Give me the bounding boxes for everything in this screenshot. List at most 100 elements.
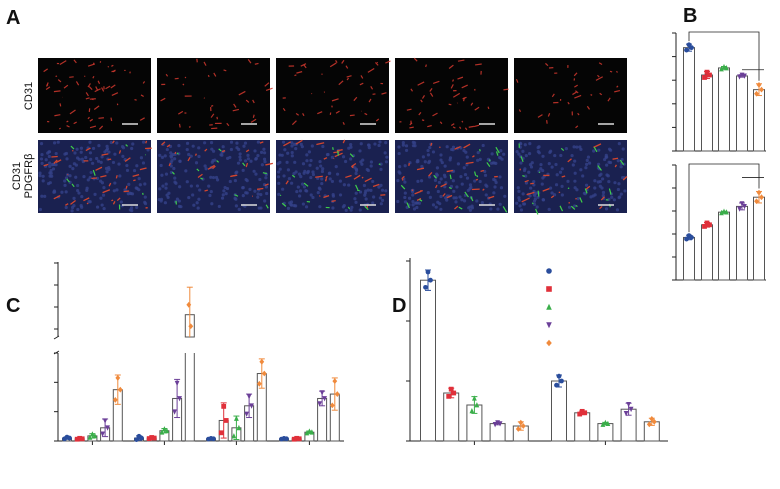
nucleus-signal bbox=[241, 194, 245, 198]
vessel-signal bbox=[70, 200, 76, 205]
nucleus-signal bbox=[456, 162, 461, 166]
vessel-signal bbox=[368, 98, 372, 103]
vessel-signal bbox=[521, 197, 530, 203]
nucleus-signal bbox=[277, 170, 281, 174]
triangle-up-marker bbox=[236, 424, 242, 431]
nucleus-signal bbox=[318, 205, 322, 209]
diamond-marker bbox=[754, 198, 759, 205]
nucleus-signal bbox=[298, 194, 302, 198]
nucleus-signal bbox=[320, 181, 324, 186]
vessel-signal bbox=[551, 93, 555, 98]
nucleus-signal bbox=[619, 192, 623, 196]
vessel-signal bbox=[182, 83, 185, 86]
square-marker bbox=[702, 75, 707, 80]
vessel-signal bbox=[204, 148, 208, 152]
vessel-signal bbox=[446, 194, 453, 199]
circle-marker bbox=[284, 436, 289, 442]
nucleus-signal bbox=[195, 201, 199, 205]
circle-marker bbox=[684, 47, 689, 53]
vessel-signal bbox=[291, 120, 297, 126]
vessel-signal bbox=[457, 76, 464, 80]
nucleus-signal bbox=[158, 153, 162, 157]
square-marker bbox=[79, 436, 85, 442]
vessel-signal bbox=[367, 68, 375, 73]
vessel-signal bbox=[329, 62, 337, 68]
vessel-signal bbox=[300, 63, 307, 67]
nucleus-signal bbox=[111, 160, 116, 165]
triangle-down-marker bbox=[739, 201, 745, 207]
triangle-down-marker bbox=[742, 204, 747, 210]
nucleus-signal bbox=[308, 163, 312, 167]
cd31-image bbox=[395, 57, 509, 133]
nucleus-signal bbox=[241, 186, 245, 190]
square-marker bbox=[218, 430, 224, 436]
triangle-up-marker bbox=[719, 209, 724, 216]
bar bbox=[443, 392, 460, 442]
nucleus-signal bbox=[224, 192, 228, 196]
vessel-signal bbox=[102, 189, 111, 194]
nucleus-signal bbox=[85, 188, 89, 192]
nucleus-signal bbox=[499, 149, 503, 153]
bar bbox=[718, 211, 730, 281]
pericyte-signal bbox=[502, 206, 508, 213]
panel-label-b: B bbox=[683, 5, 697, 27]
bar bbox=[683, 47, 695, 152]
nucleus-signal bbox=[235, 170, 239, 174]
vessel-signal bbox=[442, 193, 446, 197]
vessel-signal bbox=[575, 90, 579, 94]
nucleus-signal bbox=[338, 179, 342, 183]
nucleus-signal bbox=[123, 188, 127, 192]
nucleus-signal bbox=[460, 198, 464, 202]
nucleus-signal bbox=[532, 199, 537, 203]
vessel-signal bbox=[325, 175, 328, 179]
vessel-signal bbox=[230, 174, 237, 177]
nucleus-signal bbox=[185, 180, 189, 184]
circle-marker bbox=[211, 436, 216, 442]
nucleus-signal bbox=[517, 196, 521, 200]
nucleus-signal bbox=[203, 164, 207, 168]
nucleus-signal bbox=[52, 141, 57, 145]
vessel-signal bbox=[140, 94, 144, 98]
nucleus-signal bbox=[165, 147, 169, 152]
vessel-signal bbox=[69, 76, 74, 78]
nucleus-signal bbox=[450, 147, 454, 152]
nucleus-signal bbox=[84, 155, 88, 160]
circle-marker bbox=[428, 277, 433, 283]
pericyte-signal bbox=[575, 204, 578, 208]
triangle-up-marker bbox=[162, 426, 167, 432]
nucleus-signal bbox=[554, 162, 558, 167]
vessel-signal bbox=[194, 153, 198, 156]
nucleus-signal bbox=[440, 160, 444, 165]
nucleus-signal bbox=[79, 146, 84, 150]
vessel-signal bbox=[567, 158, 572, 163]
nucleus-signal bbox=[403, 191, 407, 195]
nucleus-signal bbox=[396, 199, 400, 204]
nucleus-signal bbox=[523, 167, 527, 171]
vessel-signal bbox=[331, 200, 336, 202]
triangle-up-marker bbox=[605, 420, 611, 426]
vessel-signal bbox=[416, 167, 425, 171]
nucleus-signal bbox=[127, 182, 131, 186]
cd31-pdgfrb-image bbox=[38, 140, 152, 213]
nucleus-signal bbox=[521, 192, 525, 196]
nucleus-signal bbox=[210, 202, 214, 206]
triangle-up-marker bbox=[719, 66, 724, 72]
nucleus-signal bbox=[41, 174, 45, 178]
nucleus-signal bbox=[498, 202, 502, 206]
nucleus-signal bbox=[238, 158, 242, 162]
vessel-signal bbox=[295, 112, 299, 116]
nucleus-signal bbox=[223, 185, 227, 190]
nucleus-signal bbox=[256, 195, 260, 199]
vessel-signal bbox=[223, 69, 227, 72]
nucleus-signal bbox=[587, 161, 592, 165]
nucleus-signal bbox=[229, 140, 234, 144]
nucleus-signal bbox=[379, 183, 383, 188]
nucleus-signal bbox=[592, 149, 596, 153]
pericyte-signal bbox=[281, 202, 287, 207]
nucleus-signal bbox=[462, 166, 466, 170]
pericyte-signal bbox=[279, 194, 282, 197]
nucleus-signal bbox=[405, 205, 409, 209]
vessel-signal bbox=[438, 146, 441, 149]
nucleus-signal bbox=[256, 140, 260, 144]
nucleus-signal bbox=[593, 179, 597, 183]
